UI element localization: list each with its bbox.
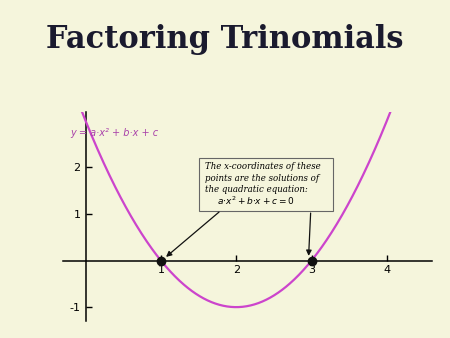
Text: The x-coordinates of these: The x-coordinates of these — [205, 162, 321, 171]
FancyBboxPatch shape — [198, 158, 333, 211]
Text: points are the solutions of: points are the solutions of — [205, 174, 320, 183]
Text: $a{\cdot}x^2 + b{\cdot}x + c = 0$: $a{\cdot}x^2 + b{\cdot}x + c = 0$ — [216, 194, 294, 207]
Text: y = a·x² + b·x + c: y = a·x² + b·x + c — [71, 128, 159, 138]
Text: Factoring Trinomials: Factoring Trinomials — [46, 24, 404, 55]
Text: the quadratic equation:: the quadratic equation: — [205, 185, 308, 194]
